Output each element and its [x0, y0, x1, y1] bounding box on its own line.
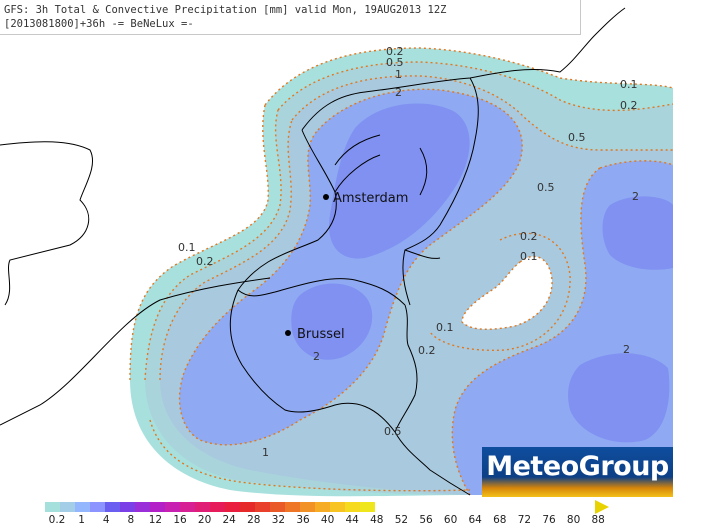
color-scale-tick-label: 0.2	[48, 514, 66, 526]
color-scale-swatch	[285, 502, 300, 512]
contour-label: 2	[395, 86, 402, 99]
color-scale-swatch	[300, 502, 315, 512]
color-scale-tick-label: 64	[468, 514, 482, 526]
color-scale-tick-label: 12	[148, 514, 163, 526]
color-scale-tick-label: 1	[78, 514, 85, 526]
meteogroup-logo: MeteoGroup	[482, 447, 673, 497]
color-scale-tick-label: 76	[542, 514, 556, 526]
color-scale-tick-label: 88	[591, 514, 605, 526]
color-scale-swatch	[60, 502, 75, 512]
contour-label: 2	[632, 190, 639, 203]
color-scale-tick-label: 24	[222, 514, 236, 526]
contour-label: 0.2	[196, 255, 214, 268]
contour-label: 1	[262, 446, 269, 459]
color-scale-tick-label: 20	[197, 514, 212, 526]
color-scale-swatch	[255, 502, 270, 512]
contour-label: 0.2	[386, 45, 404, 58]
color-scale-swatch	[90, 502, 105, 512]
contour-label: 0.2	[620, 99, 638, 112]
color-scale-arrow	[595, 500, 609, 514]
header-run-info: [2013081800]+36h -= BeNeLux =-	[4, 18, 194, 30]
contour-label: 2	[313, 350, 320, 363]
color-scale-tick-label: 60	[443, 514, 458, 526]
brussel-label: Brussel	[297, 327, 345, 342]
no-precip-gap	[462, 256, 553, 330]
contour-label: 0.5	[568, 131, 586, 144]
color-scale-tick-label: 36	[296, 514, 310, 526]
color-scale-swatch	[210, 502, 225, 512]
color-scale-swatch	[120, 502, 135, 512]
color-scale-swatch	[330, 502, 345, 512]
color-scale-swatch	[150, 502, 165, 512]
color-scale-swatch	[45, 502, 60, 512]
contour-labels: 0.2 0.5 1 2 0.1 0.2 0.5 0.5 0.2 0.1 2 0.…	[178, 45, 639, 459]
color-scale-swatch	[270, 502, 285, 512]
color-scale-tick-label: 40	[320, 514, 335, 526]
color-scale-swatch	[195, 502, 210, 512]
coastlines-borders	[0, 7, 626, 496]
contour-label: 0.2	[520, 230, 538, 243]
header-title: GFS: 3h Total & Convective Precipitation…	[4, 4, 447, 16]
contour-label: 1	[395, 68, 402, 81]
color-scale-swatch	[240, 502, 255, 512]
color-scale-legend: 0.2 1 4 8 12 16 20 24 28 32 36 40 44 48 52 56 60 64 68 72 76…	[0, 498, 725, 528]
color-scale-tick-label: 4	[102, 514, 110, 526]
contour-label: 0.1	[620, 78, 638, 91]
contour-label: 0.5	[537, 181, 555, 194]
color-scale-tick-label: 68	[493, 514, 507, 526]
color-scale-tick-label: 48	[370, 514, 384, 526]
precip-core-2-southeast	[568, 353, 670, 443]
color-scale-tick-label: 52	[394, 514, 409, 526]
color-scale-tick-label: 72	[517, 514, 532, 526]
contour-label: 2	[623, 343, 630, 356]
contour-label: 0.1	[520, 250, 538, 263]
precip-core-2-east	[602, 196, 673, 270]
color-scale-swatch	[180, 502, 195, 512]
contour-label: 0.2	[418, 344, 436, 357]
color-scale-swatch	[165, 502, 180, 512]
contour-label: 0.5	[386, 56, 404, 69]
color-scale-tick-label: 32	[271, 514, 286, 526]
color-scale-tick-label: 28	[247, 514, 261, 526]
brussel-marker	[285, 330, 291, 336]
color-scale-tick-label: 56	[419, 514, 433, 526]
color-scale-bar	[45, 502, 375, 512]
color-scale-tick-label: 16	[173, 514, 187, 526]
color-scale-tick-label: 8	[127, 514, 135, 526]
logo-text: MeteoGroup	[486, 451, 669, 482]
color-scale-tick-label: 44	[345, 514, 359, 526]
precip-core-2-center	[291, 283, 373, 360]
color-scale-swatch	[225, 502, 240, 512]
color-scale-swatch	[360, 502, 375, 512]
color-scale-swatch	[75, 502, 90, 512]
color-scale-swatch	[105, 502, 120, 512]
contour-label: 0.5	[384, 425, 402, 438]
amsterdam-marker	[323, 194, 329, 200]
amsterdam-label: Amsterdam	[333, 191, 408, 206]
precip-core-2-north	[329, 103, 470, 259]
color-scale-swatch	[345, 502, 360, 512]
color-scale-swatch	[315, 502, 330, 512]
city-markers: Amsterdam Brussel	[285, 191, 408, 342]
color-scale-swatch	[135, 502, 150, 512]
color-scale-tick-label: 80	[566, 514, 581, 526]
contour-label: 0.1	[178, 241, 196, 254]
contour-label: 0.1	[436, 321, 454, 334]
map-header: GFS: 3h Total & Convective Precipitation…	[0, 0, 581, 35]
